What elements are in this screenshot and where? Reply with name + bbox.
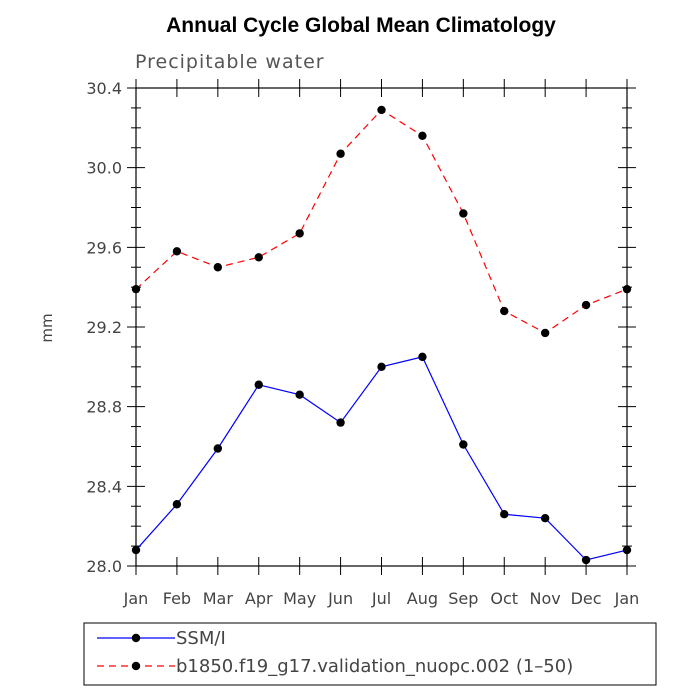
- series-1-point: [418, 131, 427, 140]
- x-tick-label: Jan: [123, 589, 149, 608]
- chart-subtitle: Precipitable water: [135, 51, 325, 73]
- series-1-point: [131, 284, 141, 294]
- series-0-point: [172, 500, 182, 509]
- series-0-point: [622, 545, 632, 555]
- legend-label-0: SSM/I: [176, 628, 226, 649]
- x-tick-label: Jun: [327, 589, 353, 608]
- series-1-point: [213, 263, 223, 272]
- chart-title: Annual Cycle Global Mean Climatology: [166, 14, 556, 37]
- legend-label-1: b1850.f19_g17.validation_nuopc.002 (1–50…: [176, 656, 573, 677]
- y-tick-label: 29.6: [86, 238, 122, 257]
- series-0-point: [581, 555, 591, 565]
- y-tick-label: 30.0: [86, 159, 122, 178]
- legend-box: [83, 622, 657, 686]
- y-axis-label: mm: [38, 313, 56, 342]
- series-layer: [131, 105, 632, 565]
- series-1-point: [622, 284, 632, 294]
- axis-ticks: 28.0 28.4 28.8 29.2 29.6 30.0 30.4 Jan Feb Mar Apr…: [86, 79, 639, 608]
- series-0-point: [213, 444, 223, 453]
- x-tick-label: Mar: [203, 589, 234, 608]
- legend: SSM/I b1850.f19_g17.validation_nuopc.002 …: [83, 622, 657, 686]
- series-1-point: [581, 300, 591, 310]
- y-tick-label: 28.0: [86, 557, 122, 576]
- series-0-point: [418, 352, 427, 362]
- series-1-point: [254, 253, 263, 262]
- series-0-point: [500, 510, 509, 519]
- x-tick-label: Oct: [490, 589, 518, 608]
- series-1-point: [295, 229, 304, 238]
- x-tick-label: Sep: [448, 589, 478, 608]
- x-tick-label: May: [283, 589, 316, 608]
- series-1-point: [172, 247, 182, 256]
- x-tick-label: Aug: [407, 589, 438, 608]
- series-1-point: [500, 306, 509, 316]
- series-1-point: [336, 149, 345, 158]
- y-tick-label: 30.4: [86, 79, 122, 98]
- series-0-point: [377, 362, 386, 372]
- series-1-point: [377, 105, 386, 115]
- x-tick-label: Feb: [163, 589, 191, 608]
- x-tick-label: Apr: [245, 589, 273, 608]
- x-tick-label: Dec: [571, 589, 602, 608]
- x-tick-label: Jan: [614, 589, 640, 608]
- y-tick-label: 29.2: [86, 318, 122, 337]
- y-tick-label: 28.4: [86, 477, 122, 496]
- series-0-point: [131, 545, 141, 555]
- series-0-point: [295, 390, 304, 399]
- series-line-0: [135, 356, 628, 561]
- legend-marker-0: [131, 633, 141, 643]
- series-0-point: [336, 418, 345, 427]
- series-0-point: [540, 514, 550, 523]
- series-0-point: [459, 440, 468, 449]
- legend-marker-1: [131, 661, 141, 671]
- x-tick-label: Jul: [371, 589, 391, 608]
- x-tick-label: Nov: [530, 589, 561, 608]
- series-1-point: [540, 328, 550, 338]
- y-tick-label: 28.8: [86, 398, 122, 417]
- series-line-1: [135, 109, 628, 334]
- series-0-point: [254, 380, 263, 389]
- series-1-point: [459, 209, 468, 218]
